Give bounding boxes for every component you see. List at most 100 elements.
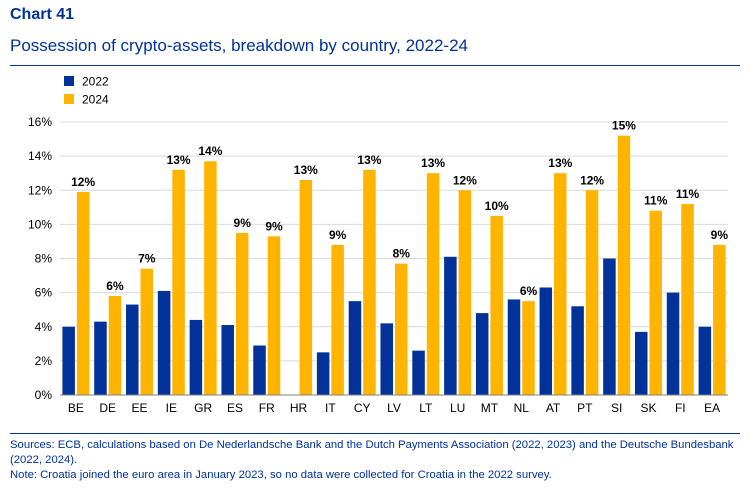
- data-label-GR: 14%: [198, 144, 222, 158]
- data-label-PT: 12%: [580, 173, 604, 187]
- x-tick-label-SK: SK: [640, 401, 656, 415]
- data-label-MT: 10%: [485, 199, 509, 213]
- x-tick-label-LT: LT: [419, 401, 433, 415]
- x-tick-label-HR: HR: [290, 401, 308, 415]
- x-tick-label-IT: IT: [325, 401, 336, 415]
- bar-2024-CY: [363, 169, 376, 395]
- y-tick-label: 8%: [35, 252, 53, 266]
- y-axis-ticks: 0% 2% 4% 6% 8% 10% 12% 14% 16%: [28, 115, 52, 402]
- data-label-FR: 9%: [265, 219, 283, 233]
- x-tick-label-EE: EE: [132, 401, 148, 415]
- data-label-LU: 12%: [453, 173, 477, 187]
- data-label-LV: 8%: [393, 247, 411, 261]
- bar-2024-IT: [331, 244, 344, 395]
- notes: Sources: ECB, calculations based on De N…: [10, 438, 740, 483]
- bar-2022-ES: [221, 325, 234, 395]
- bar-2024-SK: [649, 210, 662, 395]
- x-axis-ticks: BE DE EE IE GR ES FR HR IT CY LV LT LU MT NL AT PT SI SK FI…: [68, 401, 720, 415]
- x-tick-label-CY: CY: [354, 401, 371, 415]
- x-tick-label-FR: FR: [259, 401, 275, 415]
- y-tick-label: 12%: [28, 183, 52, 197]
- bar-2022-PT: [571, 306, 584, 395]
- bar-2022-FR: [253, 345, 266, 395]
- bar-2022-LV: [380, 323, 393, 395]
- data-label-EE: 7%: [138, 252, 156, 266]
- data-label-LT: 13%: [421, 156, 445, 170]
- bar-2022-AT: [539, 287, 553, 395]
- bar-2024-NL: [522, 301, 535, 395]
- data-label-BE: 12%: [71, 175, 95, 189]
- y-tick-label: 2%: [35, 354, 53, 368]
- y-tick-label: 16%: [28, 115, 52, 129]
- bar-2024-DE: [108, 296, 122, 395]
- bar-2024-MT: [490, 215, 503, 395]
- bar-2024-LT: [426, 173, 440, 395]
- bar-2022-IE: [157, 290, 171, 395]
- bar-2022-DE: [94, 321, 107, 395]
- bar-2022-GR: [189, 319, 203, 395]
- x-tick-label-LU: LU: [450, 401, 465, 415]
- bar-2024-LU: [458, 190, 472, 395]
- data-label-DE: 6%: [106, 279, 124, 293]
- bars: [62, 135, 726, 395]
- x-tick-label-SI: SI: [611, 401, 622, 415]
- y-tick-label: 14%: [28, 149, 52, 163]
- gridlines: [60, 121, 728, 362]
- x-tick-label-LV: LV: [387, 401, 401, 415]
- data-label-IE: 13%: [167, 153, 191, 167]
- bar-2022-SI: [603, 258, 616, 395]
- x-tick-label-BE: BE: [68, 401, 84, 415]
- chart-title: Possession of crypto-assets, breakdown b…: [10, 36, 468, 55]
- bar-2024-AT: [554, 173, 567, 395]
- data-label-NL: 6%: [520, 284, 538, 298]
- data-label-HR: 13%: [294, 163, 318, 177]
- x-tick-label-EA: EA: [704, 401, 720, 415]
- note-text: Note: Croatia joined the euro area in Ja…: [10, 469, 552, 481]
- bar-2024-PT: [585, 190, 599, 395]
- bar-2022-IT: [316, 352, 330, 395]
- bar-2024-FR: [267, 236, 281, 395]
- title-rule: [10, 65, 740, 66]
- bar-2024-EE: [140, 268, 154, 395]
- bar-2022-LT: [412, 350, 425, 395]
- legend-label-2022: 2022: [82, 75, 109, 89]
- data-label-IT: 9%: [329, 228, 347, 242]
- notes-rule: [10, 433, 740, 434]
- legend-swatch-2022: [64, 76, 74, 86]
- data-label-SK: 11%: [644, 194, 668, 208]
- bar-2024-BE: [76, 191, 90, 395]
- y-tick-label: 10%: [28, 217, 52, 231]
- data-label-EA: 9%: [711, 228, 729, 242]
- bar-2022-LU: [444, 256, 457, 395]
- bar-2022-SK: [634, 331, 648, 395]
- bar-2024-SI: [617, 135, 631, 395]
- bar-2022-FI: [666, 292, 680, 395]
- bar-2024-FI: [681, 203, 694, 395]
- y-tick-label: 6%: [35, 286, 53, 300]
- x-tick-label-GR: GR: [194, 401, 212, 415]
- x-tick-label-MT: MT: [481, 401, 499, 415]
- bar-2022-EA: [698, 326, 712, 395]
- x-tick-label-AT: AT: [546, 401, 561, 415]
- legend-label-2024: 2024: [82, 93, 109, 107]
- bar-2022-NL: [507, 299, 521, 395]
- x-tick-label-ES: ES: [227, 401, 243, 415]
- x-tick-label-PT: PT: [577, 401, 593, 415]
- sources-text: Sources: ECB, calculations based on De N…: [10, 439, 734, 466]
- bar-2024-EA: [713, 244, 726, 395]
- y-tick-label: 4%: [35, 320, 53, 334]
- bar-2024-ES: [235, 232, 249, 395]
- legend-swatch-2024: [64, 94, 74, 104]
- bar-2024-LV: [395, 263, 408, 395]
- data-labels: 12% 6% 7% 13% 14% 9% 9% 13% 9% 13% 8% 13% 12% 10% 6% 13…: [71, 119, 728, 299]
- x-tick-label-DE: DE: [99, 401, 116, 415]
- bar-2024-IE: [172, 169, 185, 395]
- data-label-CY: 13%: [357, 153, 381, 167]
- data-label-FI: 11%: [676, 187, 700, 201]
- x-tick-label-NL: NL: [514, 401, 530, 415]
- data-label-SI: 15%: [612, 119, 636, 133]
- bar-2022-MT: [475, 313, 489, 395]
- chart-number: Chart 41: [10, 6, 75, 23]
- x-tick-label-IE: IE: [166, 401, 177, 415]
